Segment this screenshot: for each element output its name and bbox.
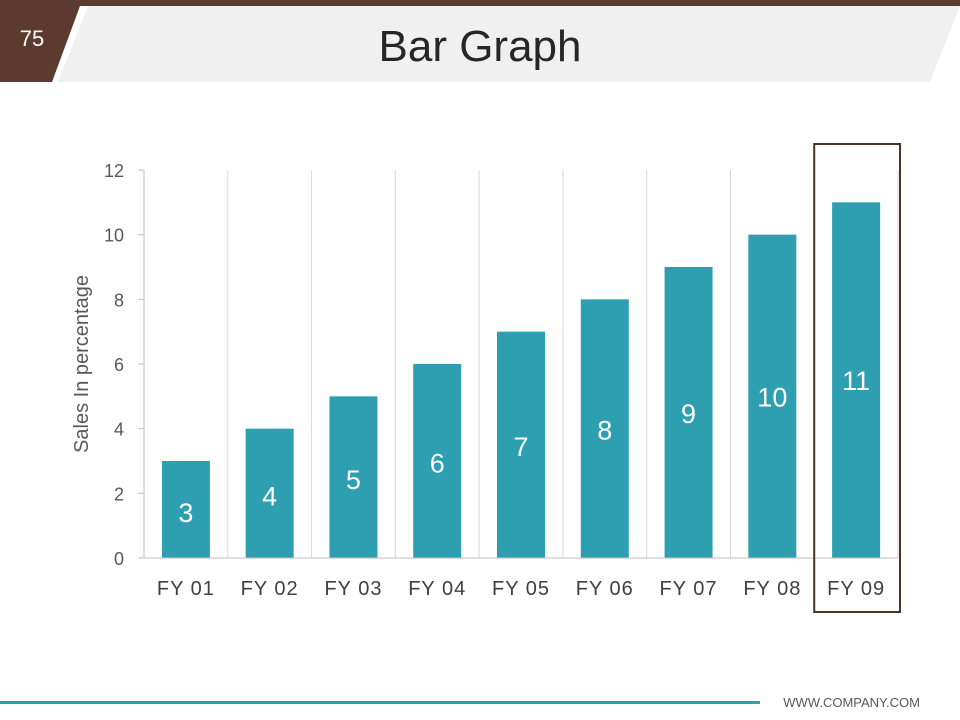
bar (161, 461, 210, 558)
y-tick-label: 0 (114, 549, 124, 569)
chart-bars (161, 202, 881, 559)
bar-data-label: 10 (757, 383, 787, 413)
x-category-label: FY 07 (660, 578, 718, 600)
bar-data-label: 7 (513, 432, 528, 462)
x-category-label: FY 03 (324, 578, 382, 600)
bar-data-label: 8 (597, 416, 612, 446)
x-category-label: FY 01 (157, 578, 215, 600)
slide-title: Bar Graph (378, 22, 582, 71)
top-accent-line (0, 0, 960, 6)
footer-website: WWW.COMPANY.COM (783, 695, 920, 710)
header-graphics (0, 6, 960, 82)
chart-data-labels: 3 4 5 6 7 8 9 10 11 (178, 366, 870, 528)
bar (748, 234, 797, 558)
chart-gridlines (227, 170, 899, 558)
header-band (58, 6, 960, 82)
bar-data-label: 6 (430, 449, 445, 479)
x-category-label: FY 09 (827, 578, 885, 600)
x-category-label: FY 08 (743, 578, 801, 600)
x-category-label: FY 05 (492, 578, 550, 600)
highlight-box (813, 143, 902, 613)
page-number: 75 (19, 26, 45, 51)
x-category-label: FY 02 (241, 578, 299, 600)
y-tick-label: 2 (114, 484, 124, 504)
bar (664, 267, 713, 558)
bar-data-label: 4 (262, 482, 277, 512)
y-axis-ticks: 0 2 4 6 8 10 12 (104, 161, 144, 569)
bar-data-label: 5 (346, 465, 361, 495)
y-axis-label: Sales In percentage (71, 275, 93, 453)
bar (580, 299, 629, 558)
y-tick-label: 4 (114, 420, 124, 440)
y-tick-label: 8 (114, 290, 124, 310)
bar (497, 331, 545, 558)
bar (329, 396, 378, 558)
y-tick-label: 10 (104, 226, 124, 246)
bar (413, 364, 462, 558)
x-axis-categories: FY 01 FY 02 FY 03 FY 04 FY 05 FY 06 FY 07 FY 08… (157, 578, 885, 600)
footer-line (0, 701, 760, 704)
y-tick-label: 12 (104, 161, 124, 181)
page-number-tab (0, 6, 80, 82)
bar-data-label: 3 (178, 498, 193, 528)
x-category-label: FY 04 (408, 578, 466, 600)
x-category-label: FY 06 (576, 578, 634, 600)
bar-data-label: 11 (842, 366, 870, 396)
bar (832, 202, 881, 559)
y-tick-label: 6 (114, 355, 124, 375)
bar-data-label: 9 (681, 399, 696, 429)
bar (245, 428, 294, 558)
